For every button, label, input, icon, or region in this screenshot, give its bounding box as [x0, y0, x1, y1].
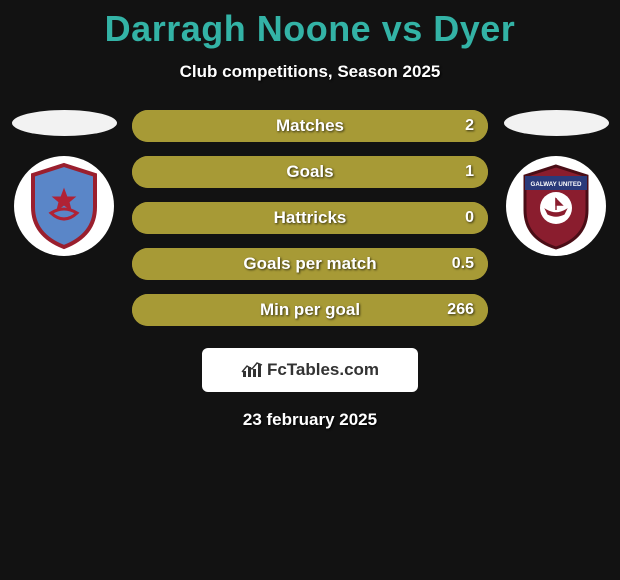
stat-bar-value-right: 2 [465, 117, 474, 135]
stat-bar-label: Goals [286, 162, 333, 182]
stat-bar-label: Hattricks [274, 208, 347, 228]
stat-bar: Matches 2 [132, 110, 488, 142]
stat-bar-label: Goals per match [243, 254, 376, 274]
stat-bar-value-right: 1 [465, 163, 474, 181]
left-player-column [6, 110, 122, 256]
svg-text:GALWAY UNITED: GALWAY UNITED [531, 181, 582, 188]
attribution-text: FcTables.com [267, 360, 379, 380]
left-club-crest [14, 156, 114, 256]
stat-bar-value-right: 0 [465, 209, 474, 227]
right-player-column: GALWAY UNITED [498, 110, 614, 256]
comparison-row: Matches 2 Goals 1 Hattricks 0 Goals per match 0… [0, 110, 620, 326]
stat-bars: Matches 2 Goals 1 Hattricks 0 Goals per match 0… [122, 110, 498, 326]
attribution-box: FcTables.com [202, 348, 418, 392]
stat-bar: Hattricks 0 [132, 202, 488, 234]
left-crest-icon [25, 161, 103, 251]
subtitle: Club competitions, Season 2025 [0, 62, 620, 82]
right-player-base-ellipse [504, 110, 609, 136]
page-title: Darragh Noone vs Dyer [0, 0, 620, 50]
right-crest-icon: GALWAY UNITED [515, 160, 597, 252]
stat-bar: Goals 1 [132, 156, 488, 188]
date-text: 23 february 2025 [0, 410, 620, 430]
stat-bar: Min per goal 266 [132, 294, 488, 326]
stat-bar-label: Matches [276, 116, 344, 136]
right-club-crest: GALWAY UNITED [506, 156, 606, 256]
stat-bar-label: Min per goal [260, 300, 360, 320]
bar-chart-icon [241, 361, 263, 379]
stat-bar-value-right: 266 [447, 301, 474, 319]
left-player-base-ellipse [12, 110, 117, 136]
stat-bar-value-right: 0.5 [452, 255, 474, 273]
stat-bar: Goals per match 0.5 [132, 248, 488, 280]
